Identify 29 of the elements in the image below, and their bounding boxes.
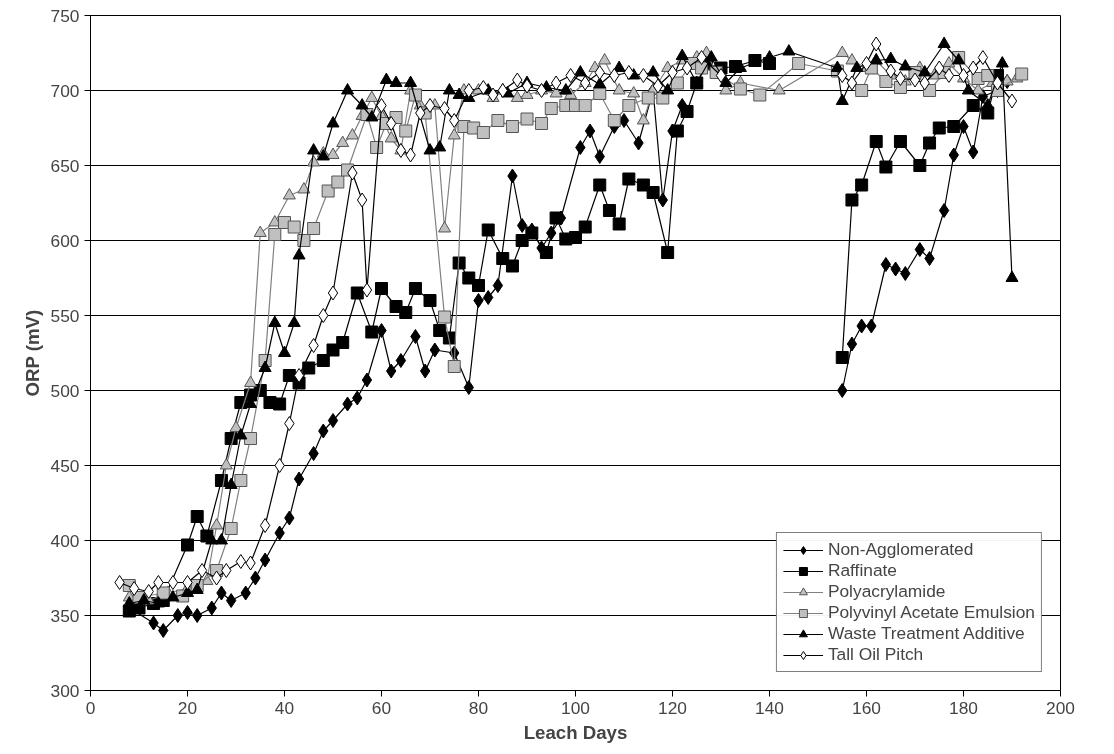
legend-label: Waste Treatment Additive [827,623,1025,644]
x-tick-label: 80 [468,697,489,718]
y-tick-label: 300 [50,680,80,701]
y-tick-label: 600 [50,230,80,251]
y-tick-label: 350 [50,605,80,626]
x-tick-label: 100 [561,697,590,718]
y-tick-label: 450 [50,455,80,476]
x-tick-label: 180 [949,697,978,718]
x-tick-label: 40 [274,697,295,718]
x-tick-label: 120 [658,697,687,718]
y-axis-title: ORP (mV) [21,309,43,397]
y-tick-label: 750 [50,5,80,26]
legend-label: Non-Agglomerated [827,539,974,560]
legend-label: Polyvinyl Acetate Emulsion [827,602,1035,623]
x-tick-label: 0 [85,697,96,718]
y-tick-label: 650 [50,155,80,176]
x-axis-title: Leach Days [523,721,628,743]
x-tick-label: 140 [755,697,784,718]
legend-label: Raffinate [827,560,897,581]
legend-label: Polyacrylamide [827,581,946,602]
x-tick-label: 60 [371,697,392,718]
legend-label: Tall Oil Pitch [827,644,924,665]
y-tick-label: 400 [50,530,80,551]
y-tick-label: 550 [50,305,80,326]
y-tick-label: 500 [50,380,80,401]
x-tick-label: 160 [852,697,881,718]
y-tick-label: 700 [50,80,80,101]
x-tick-label: 20 [177,697,198,718]
x-tick-label: 200 [1046,697,1075,718]
